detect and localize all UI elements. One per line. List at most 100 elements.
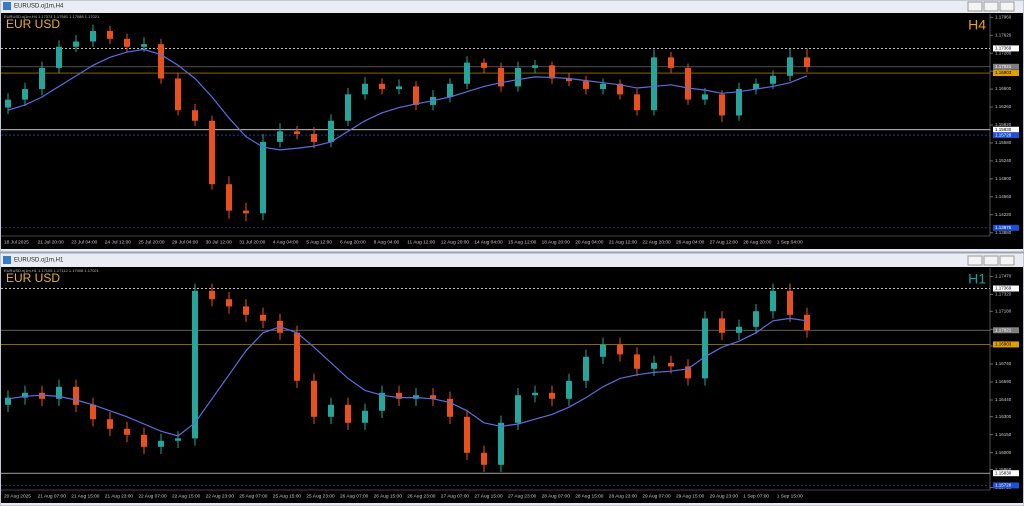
price-level-label: 1.16903: [995, 70, 1012, 75]
x-tick-label: 8 Aug 04:00: [374, 239, 400, 245]
candle-body: [549, 65, 555, 79]
y-tick-label: 1.16150: [995, 432, 1012, 437]
x-tick-label: 20 Aug 2025: [4, 493, 31, 499]
y-tick-label: 1.14900: [995, 176, 1012, 181]
maximize-button[interactable]: [983, 1, 999, 12]
candle-body: [73, 386, 79, 405]
candle-body: [753, 83, 759, 90]
candle-body: [753, 311, 759, 327]
candle-body: [566, 78, 572, 82]
x-tick-label: 26 Aug 04:00: [676, 239, 705, 245]
y-tick-label: 1.16590: [995, 379, 1012, 384]
candle-body: [668, 57, 674, 68]
price-level-label: 1.17021: [995, 327, 1012, 332]
candle-body: [515, 67, 521, 87]
candle-body: [243, 210, 249, 214]
y-tick-label: 1.16740: [995, 361, 1012, 366]
candle-body: [702, 94, 708, 100]
candle-body: [685, 366, 691, 379]
price-level-tag: [993, 285, 1019, 292]
x-tick-label: 5 Aug 12:00: [306, 239, 332, 245]
candle-body: [260, 314, 266, 321]
candle-body: [396, 392, 402, 399]
y-tick-label: 1.17960: [995, 14, 1012, 19]
candle-body: [328, 120, 334, 142]
price-level-tag: [993, 341, 1019, 348]
window-icon: [3, 2, 11, 10]
candle-body: [124, 38, 130, 47]
candle-body: [90, 404, 96, 420]
candle-body: [787, 57, 793, 76]
close-button[interactable]: [999, 255, 1015, 266]
candle-body: [685, 67, 691, 100]
chart-info: EURUSD.oj1m,H1 1.17105 1.17112 1.17008 1…: [4, 268, 100, 273]
y-tick-label: 1.16000: [995, 450, 1012, 455]
x-tick-label: 21 Aug 12:00: [609, 239, 638, 245]
y-tick-label: 1.13880: [995, 230, 1012, 235]
candle-body: [158, 44, 164, 79]
candle-body: [617, 344, 623, 355]
x-tick-label: 29 Jul 04:00: [172, 239, 198, 245]
candle-body: [804, 57, 810, 67]
price-level-tag: [993, 482, 1019, 489]
x-tick-label: 6 Aug 20:00: [340, 239, 366, 245]
maximize-button[interactable]: [983, 255, 999, 266]
candle-body: [583, 356, 589, 381]
candle-body: [277, 131, 283, 142]
x-tick-label: 1 Sep 07:00: [743, 493, 769, 499]
candle-body: [294, 332, 300, 381]
candle-body: [243, 306, 249, 315]
candle-body: [464, 416, 470, 453]
x-tick-label: 15 Aug 12:00: [508, 239, 537, 245]
x-tick-label: 22 Aug 07:00: [138, 493, 167, 499]
candle-body: [90, 30, 96, 42]
candle-body: [56, 46, 62, 68]
candle-body: [583, 81, 589, 90]
x-tick-label: 25 Aug 23:00: [306, 493, 335, 499]
candle-body: [617, 83, 623, 95]
x-tick-label: 27 Aug 15:00: [474, 493, 503, 499]
candle-body: [413, 86, 419, 105]
y-tick-label: 1.17320: [995, 292, 1012, 297]
minimize-button[interactable]: [967, 1, 983, 12]
x-tick-label: 1 Sep 04:00: [777, 239, 803, 245]
candle-body: [549, 392, 555, 399]
candle-body: [141, 434, 147, 447]
x-tick-label: 21 Aug 23:00: [105, 493, 134, 499]
x-tick-label: 29 Aug 15:00: [676, 493, 705, 499]
window-title: EURUSD.oj1m,H1: [14, 258, 64, 264]
x-tick-label: 26 Aug 23:00: [407, 493, 436, 499]
y-tick-label: 1.14220: [995, 212, 1012, 217]
candle-body: [634, 354, 640, 369]
x-tick-label: 25 Aug 15:00: [273, 493, 302, 499]
y-tick-label: 1.16300: [995, 414, 1012, 419]
chart-info: EURUSD.oj1m,H4 1.17374 1.17581 1.17088 1…: [4, 14, 100, 19]
timeframe-label: H1: [968, 271, 986, 287]
candle-body: [464, 62, 470, 84]
candle-body: [719, 318, 725, 333]
candle-body: [651, 362, 657, 369]
close-button[interactable]: [999, 1, 1015, 12]
moving-average: [7, 317, 808, 437]
candle-body: [107, 30, 113, 39]
candle-body: [736, 326, 742, 333]
x-tick-label: 22 Aug 20:00: [642, 239, 671, 245]
y-tick-label: 1.14560: [995, 194, 1012, 199]
candle-body: [175, 78, 181, 111]
price-level-tag: [993, 132, 1019, 139]
y-tick-label: 1.17280: [995, 50, 1012, 55]
minimize-button[interactable]: [967, 255, 983, 266]
price-level-tag: [993, 45, 1019, 52]
candle-body: [396, 86, 402, 90]
candle-body: [345, 404, 351, 423]
x-tick-label: 30 Jul 12:00: [206, 239, 232, 245]
symbol-label: EUR USD: [6, 17, 60, 31]
candle-body: [22, 392, 28, 398]
candle-body: [158, 440, 164, 447]
candle-body: [107, 419, 113, 429]
candle-body: [481, 452, 487, 465]
moving-average: [7, 48, 808, 151]
candle-body: [362, 410, 368, 423]
price-level-label: 1.17369: [995, 286, 1012, 291]
